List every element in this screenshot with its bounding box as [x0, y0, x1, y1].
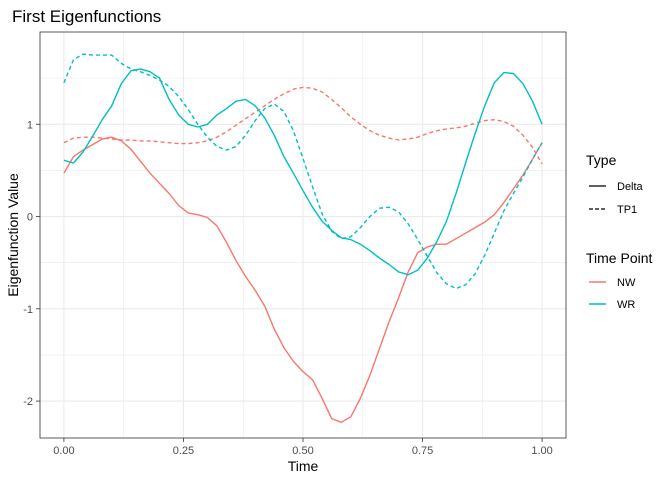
x-tick-label: 1.00	[531, 445, 552, 457]
legend-title-time-point: Time Point	[586, 250, 653, 266]
series-line-nw-delta	[63, 136, 543, 423]
grid-lines	[40, 32, 566, 438]
series-line-wr-tp1	[63, 53, 543, 290]
legend-title-type: Type	[586, 152, 617, 168]
x-axis-title: Time	[288, 458, 319, 474]
y-tick-label: 0	[27, 212, 33, 224]
axes: 0.00 0.25 0.50 0.75 1.00 -2 -1 0 1	[23, 119, 553, 457]
y-tick-label: -1	[23, 304, 33, 316]
chart-title: First Eigenfunctions	[12, 7, 161, 26]
legend-label-delta: Delta	[617, 181, 644, 193]
y-tick-label: -2	[23, 396, 33, 408]
legend: Type Delta TP1 Time Point NW WR	[586, 152, 653, 311]
series-line-wr-delta	[63, 68, 543, 276]
legend-label-nw: NW	[617, 277, 636, 289]
x-tick-label: 0.00	[53, 445, 74, 457]
y-axis-title: Eigenfunction Value	[5, 173, 21, 297]
legend-label-wr: WR	[617, 299, 635, 311]
x-tick-label: 0.25	[173, 445, 194, 457]
y-tick-label: 1	[27, 119, 33, 131]
legend-label-tp1: TP1	[617, 204, 637, 216]
x-tick-label: 0.50	[292, 445, 313, 457]
series-lines	[63, 53, 543, 423]
x-tick-label: 0.75	[412, 445, 433, 457]
series-line-nw-tp1	[63, 86, 543, 165]
